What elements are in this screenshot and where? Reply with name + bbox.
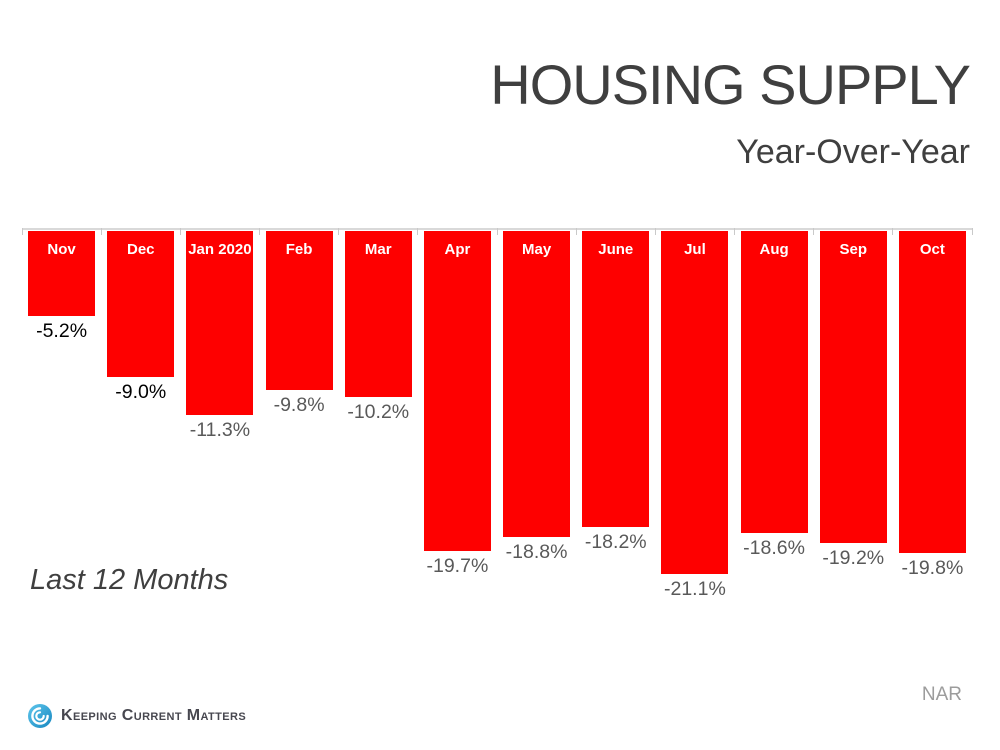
bar-aug: Aug <box>740 231 808 533</box>
bar-value-label: -18.2% <box>584 531 647 553</box>
source-label: NAR <box>921 684 962 705</box>
bar-month-label: Aug <box>759 241 789 258</box>
bar-value-label: -5.2% <box>36 320 88 342</box>
bar-month-label: Oct <box>919 241 945 258</box>
bar-value-label: -21.1% <box>664 578 726 600</box>
axis-tick <box>813 228 815 235</box>
bar-sep: Sep <box>819 231 887 543</box>
bar-nov: Nov <box>28 231 96 316</box>
axis-tick <box>734 228 735 235</box>
bar-jan-2020: Jan 2020 <box>186 231 254 415</box>
bar-value-label: -9.8% <box>273 394 325 416</box>
bar-apr: Apr <box>423 231 491 551</box>
bar-jul: Jul <box>661 231 729 574</box>
bar-month-label: Sep <box>839 241 867 258</box>
bar-value-label: -19.2% <box>822 547 885 569</box>
axis-tick <box>259 228 260 235</box>
chart-title: HOUSING SUPPLY <box>490 53 971 116</box>
axis-tick <box>417 228 419 235</box>
brand-name: Keeping Current Matters <box>61 707 247 724</box>
bar-month-label: Feb <box>285 241 313 258</box>
bar-month-label: Apr <box>444 241 471 258</box>
bar-value-label: -18.6% <box>743 537 805 559</box>
axis-tick <box>575 228 577 235</box>
axis-tick <box>971 228 973 235</box>
footnote-last-12-months: Last 12 Months <box>30 564 229 596</box>
axis-tick <box>179 228 181 235</box>
bar-month-label: Jul <box>684 241 706 258</box>
kcm-swirl-icon <box>28 704 52 728</box>
bar-may: May <box>503 231 571 537</box>
bar-value-label: -9.0% <box>115 381 167 403</box>
bar-month-label: May <box>521 241 552 258</box>
axis-tick <box>654 228 656 235</box>
bar-month-label: Jan 2020 <box>188 241 252 258</box>
bar-value-label: -11.3% <box>189 419 251 441</box>
bar-value-label: -18.8% <box>505 541 568 563</box>
axis-tick <box>100 228 102 235</box>
bar-value-label: -10.2% <box>347 401 410 423</box>
brand-logo: Keeping Current Matters <box>28 704 246 728</box>
bar-oct: Oct <box>898 231 966 553</box>
axis-tick <box>892 228 894 235</box>
bar-month-label: Mar <box>364 241 392 258</box>
bar-month-label: Nov <box>47 241 76 258</box>
bar-month-label: Dec <box>126 241 155 258</box>
bar-value-label: -19.7% <box>426 555 489 577</box>
bar-june: June <box>582 231 650 527</box>
axis-tick <box>496 228 498 235</box>
bar-dec: Dec <box>107 231 175 377</box>
chart-subtitle: Year-Over-Year <box>736 133 970 171</box>
axis-tick <box>21 228 23 235</box>
axis-tick <box>338 228 340 235</box>
bar-feb: Feb <box>265 231 333 390</box>
bar-month-label: June <box>598 241 634 258</box>
bar-mar: Mar <box>344 231 412 397</box>
bar-value-label: -19.8% <box>901 557 964 579</box>
